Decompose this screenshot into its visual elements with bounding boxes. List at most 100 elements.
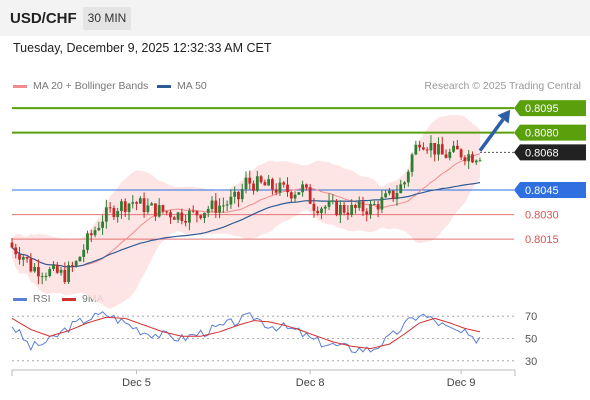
candle-body (161, 205, 165, 212)
level-price-label: 0.8015 (525, 234, 559, 246)
candle-body (403, 182, 406, 185)
candle-body (21, 256, 25, 260)
candle-body (437, 144, 440, 155)
candle-body (406, 171, 410, 183)
candle-body (165, 211, 169, 213)
legend-ma20: MA 20 + Bollinger Bands (13, 80, 148, 92)
candle-body (37, 266, 40, 277)
candle-body (376, 204, 380, 210)
candle-body (78, 256, 82, 262)
candle-body (44, 276, 48, 278)
candle-body (10, 242, 14, 248)
candle-body (331, 200, 335, 202)
candle-body (82, 249, 86, 257)
candle-body (433, 142, 437, 155)
candle-body (210, 200, 214, 210)
bollinger-layer (12, 115, 480, 309)
candle-body (440, 144, 444, 155)
candle-body (225, 204, 229, 206)
x-axis-layer: Dec 5 Dec 8 Dec 9 (11, 369, 516, 389)
ma20-line (11, 153, 481, 268)
candle-body (97, 227, 101, 231)
candle-body (70, 265, 74, 267)
candle-body (369, 204, 372, 215)
candle-body (425, 149, 429, 151)
candle-body (267, 179, 271, 186)
candle-body (116, 211, 120, 218)
candle-body (335, 200, 338, 216)
candle-body (187, 210, 191, 223)
candle-body (237, 191, 240, 200)
candle-body (191, 210, 195, 212)
candle-body (29, 258, 33, 272)
candle-body (255, 176, 259, 191)
level-price-tag (514, 182, 586, 198)
candle-body (444, 154, 448, 158)
candle-body (346, 212, 350, 215)
candle-body (289, 192, 293, 199)
candle-body (361, 201, 365, 212)
rsi-layer: 70 50 30 (11, 311, 537, 368)
candle-body (86, 233, 89, 250)
candle-body (410, 154, 414, 172)
candle-body (448, 151, 452, 158)
candle-body (172, 217, 176, 220)
candle-body (380, 197, 384, 210)
rsi-tick-label: 70 (525, 311, 537, 323)
candle-body (467, 154, 471, 162)
candle-body (399, 184, 403, 194)
candle-body (63, 269, 67, 283)
legend-ma50: MA 50 (157, 80, 207, 92)
ma20-label: MA 20 + Bollinger Bands (33, 80, 149, 92)
candle-body (372, 204, 376, 206)
symbol-title: USD/CHF (10, 10, 77, 27)
candle-body (229, 196, 233, 205)
candle-body (414, 144, 418, 155)
candle-body (180, 212, 184, 221)
candle-body (101, 221, 104, 228)
candle-body (301, 184, 305, 193)
candle-body (131, 202, 135, 204)
ma50-line (11, 181, 481, 268)
candle-body (195, 211, 199, 216)
candle-body (108, 207, 112, 209)
candle-body (59, 269, 63, 273)
candle-body (157, 205, 161, 217)
candle-body (154, 203, 157, 217)
candle-body (452, 145, 455, 152)
candle-body (89, 233, 93, 236)
x-tick-label: Dec 9 (447, 377, 476, 389)
candle-body (463, 157, 467, 162)
header-bar: USD/CHF 30 MIN (0, 0, 590, 36)
forecast-arrow-head (497, 109, 511, 124)
candle-body (282, 182, 286, 185)
candles-layer (10, 135, 482, 285)
candle-body (365, 211, 369, 215)
candle-body (263, 182, 267, 186)
timeframe-button[interactable]: 30 MIN (83, 7, 131, 30)
level-price-label: 0.8095 (525, 103, 559, 115)
level-price-tag (514, 124, 586, 141)
rsi-label: RSI (33, 293, 51, 305)
candle-body (297, 192, 301, 195)
candle-body (14, 247, 18, 255)
level-price-tag (514, 100, 586, 117)
candle-body (474, 160, 478, 163)
candle-body (123, 201, 127, 212)
candle-body (221, 205, 225, 207)
candle-body (421, 147, 425, 150)
candle-body (384, 193, 388, 198)
candle-body (67, 265, 71, 283)
candle-body (293, 194, 297, 199)
candle-body (112, 208, 116, 218)
candle-body (138, 198, 142, 204)
candle-body (354, 204, 357, 208)
candle-body (233, 191, 237, 197)
candle-body (244, 177, 248, 190)
candle-body (214, 200, 218, 213)
candle-body (323, 206, 327, 209)
candle-body (471, 154, 474, 163)
candle-body (120, 201, 123, 212)
candle-body (40, 276, 44, 278)
